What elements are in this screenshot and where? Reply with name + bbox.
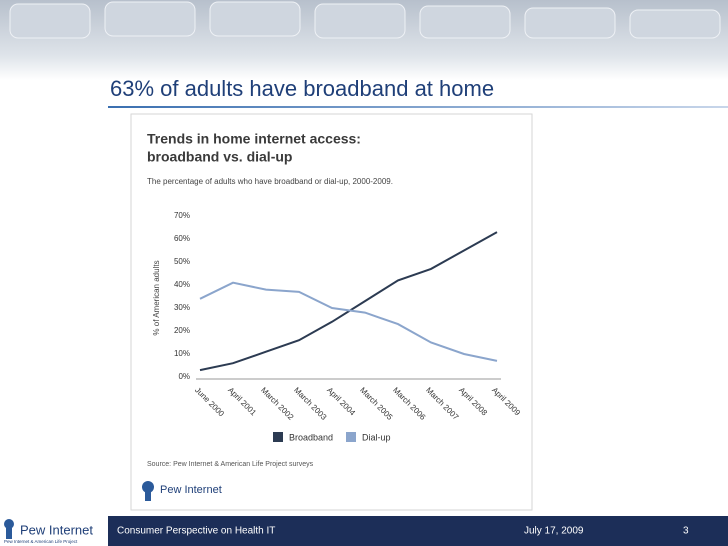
logo-icon (142, 481, 154, 493)
y-tick-label: 40% (174, 280, 190, 289)
chart-logo: Pew Internet (142, 481, 222, 501)
line-series (199, 281, 498, 362)
y-tick-label: 30% (174, 303, 190, 312)
page-number: 3 (683, 526, 689, 537)
source: Source: Pew Internet & American Life Pro… (147, 461, 314, 468)
footer-date: July 17, 2009 (524, 526, 584, 537)
y-tick-label: 70% (174, 211, 190, 220)
footer-text: Consumer Perspective on Health IT (117, 526, 275, 537)
chart-subtitle: The percentage of adults who have broadb… (147, 177, 393, 186)
y-tick-label: 0% (178, 372, 190, 381)
logo-icon (4, 519, 14, 529)
slide-title: 63% of adults have broadband at home (110, 76, 494, 101)
logo-text: Pew Internet (20, 522, 93, 537)
chart-frame (130, 113, 533, 511)
logo-icon (6, 528, 12, 539)
legend-swatch (273, 432, 283, 442)
y-tick-label: 60% (174, 234, 190, 243)
legend-label: Broadband (289, 432, 333, 442)
y-axis-label: % of American adults (152, 260, 161, 335)
keyboard-keys (9, 1, 721, 39)
logo-subtext: Pew Internet & American Life Project (4, 539, 78, 544)
footer-logo: Pew Internet Pew Internet & American Lif… (4, 519, 93, 544)
chart-title: broadband vs. dial-up (147, 149, 292, 165)
line-series (199, 231, 498, 372)
logo-text: Pew Internet (160, 484, 222, 496)
title-rule (108, 106, 728, 108)
chart-title: Trends in home internet access: (147, 131, 361, 147)
footer-bar (108, 516, 728, 546)
y-tick-label: 50% (174, 257, 190, 266)
y-tick-label: 20% (174, 326, 190, 335)
legend-swatch (346, 432, 356, 442)
logo-icon (145, 491, 151, 501)
legend-label: Dial-up (362, 432, 391, 442)
y-tick-label: 10% (174, 349, 190, 358)
